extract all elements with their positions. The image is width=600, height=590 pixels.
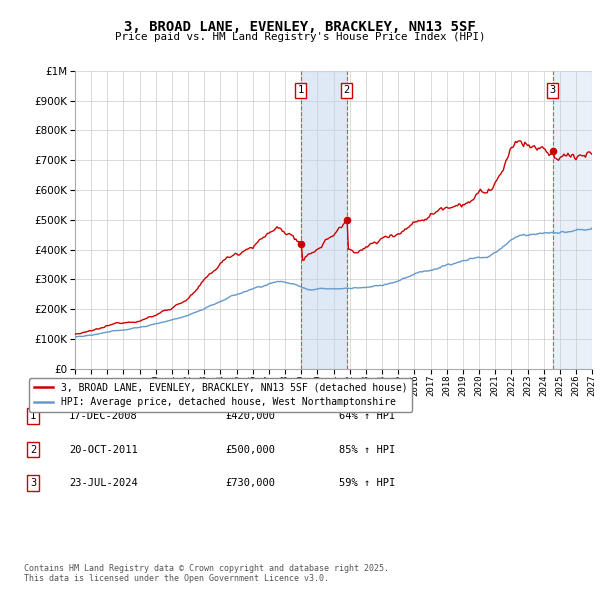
Text: Price paid vs. HM Land Registry's House Price Index (HPI): Price paid vs. HM Land Registry's House … bbox=[115, 32, 485, 42]
Text: 1: 1 bbox=[298, 85, 304, 95]
Text: 85% ↑ HPI: 85% ↑ HPI bbox=[339, 445, 395, 454]
Legend: 3, BROAD LANE, EVENLEY, BRACKLEY, NN13 5SF (detached house), HPI: Average price,: 3, BROAD LANE, EVENLEY, BRACKLEY, NN13 5… bbox=[29, 378, 412, 412]
Text: 64% ↑ HPI: 64% ↑ HPI bbox=[339, 411, 395, 421]
Bar bbox=[553, 71, 592, 369]
Text: £500,000: £500,000 bbox=[225, 445, 275, 454]
Text: 3, BROAD LANE, EVENLEY, BRACKLEY, NN13 5SF: 3, BROAD LANE, EVENLEY, BRACKLEY, NN13 5… bbox=[124, 20, 476, 34]
Text: 2: 2 bbox=[30, 445, 36, 454]
Text: 2: 2 bbox=[343, 85, 350, 95]
Text: 59% ↑ HPI: 59% ↑ HPI bbox=[339, 478, 395, 488]
Text: 3: 3 bbox=[550, 85, 556, 95]
Text: 3: 3 bbox=[30, 478, 36, 488]
Bar bbox=[301, 71, 347, 369]
Text: 20-OCT-2011: 20-OCT-2011 bbox=[69, 445, 138, 454]
Text: £420,000: £420,000 bbox=[225, 411, 275, 421]
Text: 1: 1 bbox=[30, 411, 36, 421]
Text: Contains HM Land Registry data © Crown copyright and database right 2025.
This d: Contains HM Land Registry data © Crown c… bbox=[24, 563, 389, 583]
Text: 17-DEC-2008: 17-DEC-2008 bbox=[69, 411, 138, 421]
Text: 23-JUL-2024: 23-JUL-2024 bbox=[69, 478, 138, 488]
Text: £730,000: £730,000 bbox=[225, 478, 275, 488]
